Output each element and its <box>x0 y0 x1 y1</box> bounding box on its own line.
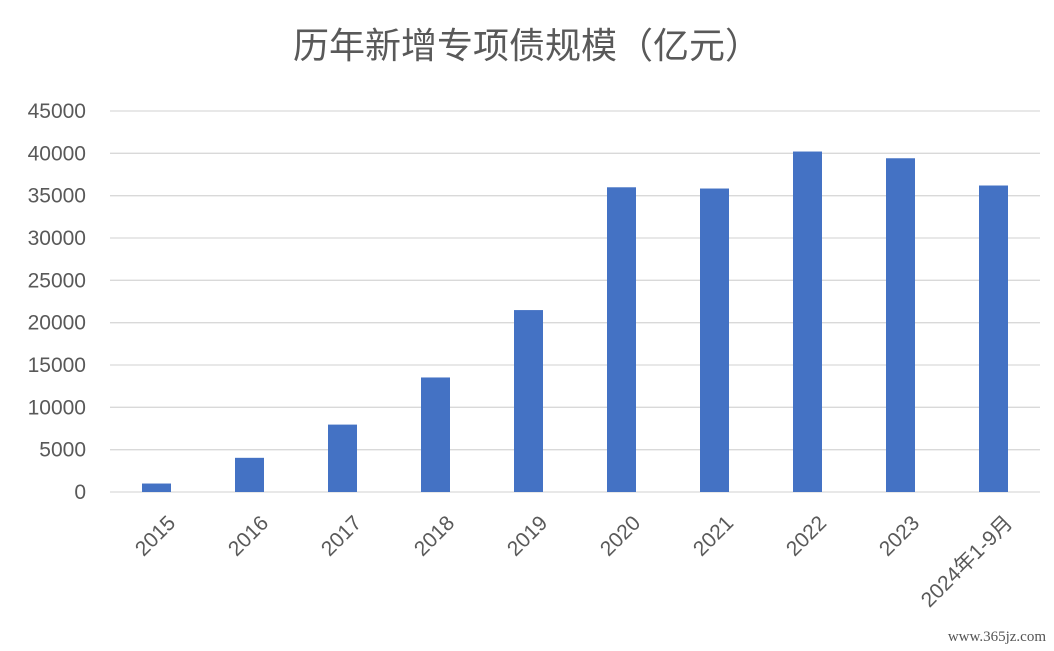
bar-2 <box>328 424 357 492</box>
bar-3 <box>421 377 450 492</box>
x-tick-label: 2022 <box>782 511 831 560</box>
bar-7 <box>793 151 822 492</box>
y-tick-label: 45000 <box>28 100 86 123</box>
y-tick-label: 20000 <box>28 312 86 335</box>
x-axis-tick-labels: 2015 2016 2017 2018 2019 2020 2021 2022 20232024… <box>131 511 1017 611</box>
x-tick-label: 2018 <box>410 511 459 560</box>
bar-5 <box>607 187 636 492</box>
x-tick-label: 2020 <box>596 511 645 560</box>
bar-0 <box>142 483 171 492</box>
y-tick-label: 40000 <box>28 142 86 165</box>
bars <box>142 151 1008 493</box>
x-tick-label: 2019 <box>503 511 552 560</box>
gridlines <box>110 110 1040 493</box>
x-tick-label: 2017 <box>317 511 366 560</box>
y-tick-label: 25000 <box>28 269 86 292</box>
bar-1 <box>235 457 264 492</box>
y-tick-label: 5000 <box>39 439 86 462</box>
bar-9 <box>979 185 1008 493</box>
y-tick-label: 0 <box>74 481 86 504</box>
x-tick-label: 2024年1-9月 <box>917 511 1017 611</box>
chart-title: 历年新增专项债规模（亿元） <box>293 26 761 67</box>
bar-6 <box>700 188 729 492</box>
y-tick-label: 30000 <box>28 227 86 250</box>
y-tick-label: 15000 <box>28 354 86 377</box>
watermark: www.365jz.com <box>948 629 1047 645</box>
bar-8 <box>886 158 915 493</box>
bar-4 <box>514 310 543 492</box>
y-axis-tick-labels: 0 5000 10000 15000 20000 25000 30000 35000 40000… <box>28 100 86 504</box>
x-tick-label: 2021 <box>689 511 738 560</box>
x-tick-label: 2016 <box>224 511 273 560</box>
x-tick-label: 2015 <box>131 511 180 560</box>
x-tick-label: 2023 <box>875 511 924 560</box>
y-tick-label: 35000 <box>28 185 86 208</box>
y-tick-label: 10000 <box>28 396 86 419</box>
